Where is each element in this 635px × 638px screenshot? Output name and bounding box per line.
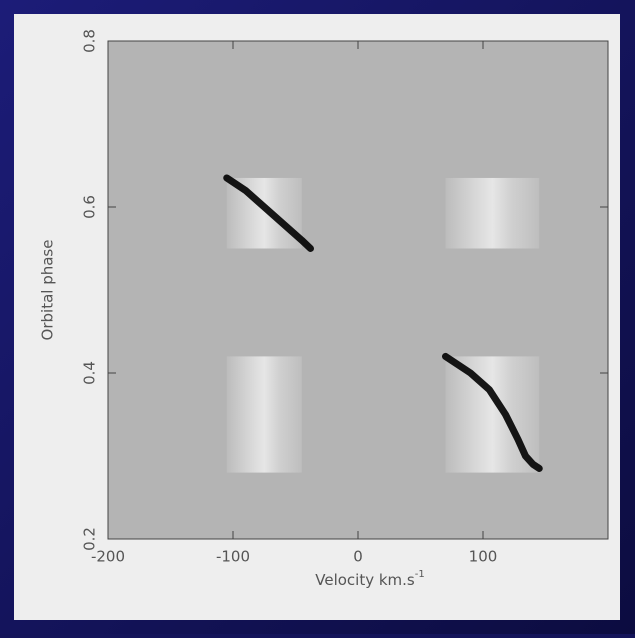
emission-trace	[442, 352, 543, 472]
spectrum-panel	[445, 177, 540, 249]
x-label-sup: -1	[415, 569, 425, 580]
spectrum-panel	[226, 356, 302, 473]
y-tick-label: 0.6	[81, 195, 99, 219]
x-tick-label: -100	[216, 548, 250, 566]
y-axis-label: Orbital phase	[39, 240, 57, 341]
emission-trace	[223, 174, 314, 252]
x-label-text: Velocity km.s	[315, 571, 415, 589]
y-tick-label: 0.4	[81, 361, 99, 385]
x-tick-label: -200	[91, 548, 125, 566]
x-tick-label: 100	[469, 548, 498, 566]
x-axis-label: Velocity km.s-1	[315, 569, 424, 589]
x-tick-label: 0	[353, 548, 363, 566]
y-tick-label: 0.8	[81, 29, 99, 53]
y-tick-label: 0.2	[81, 527, 99, 551]
